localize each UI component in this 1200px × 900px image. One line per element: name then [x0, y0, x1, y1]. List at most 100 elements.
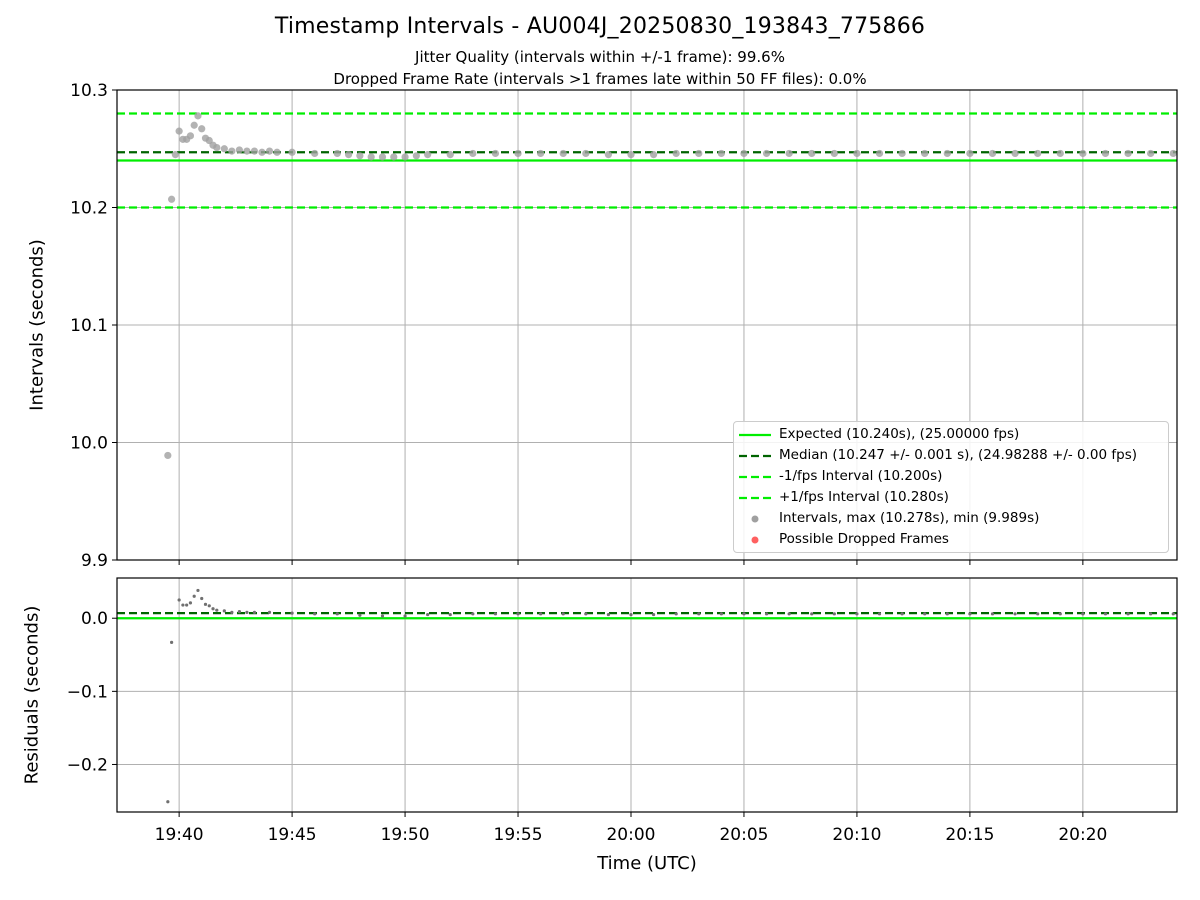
residual-point	[900, 612, 904, 616]
legend-label-median: Median (10.247 +/- 0.001 s), (24.98288 +…	[779, 447, 1138, 463]
interval-point	[446, 151, 454, 159]
x-tick-label: 20:20	[1058, 825, 1107, 845]
legend-item-minus-fps: -1/fps Interval (10.200s)	[734, 466, 1168, 487]
interval-point	[1011, 149, 1019, 158]
y-tick-label: 10.2	[70, 199, 108, 219]
y-tick-label: 10.0	[70, 434, 108, 454]
x-tick-label: 19:45	[268, 825, 317, 845]
residual-point	[245, 610, 249, 614]
residual-point	[651, 612, 656, 617]
residual-point	[252, 610, 257, 614]
residual-point	[832, 612, 836, 616]
residual-point	[185, 603, 189, 607]
bottom-reference-lines	[117, 611, 1177, 620]
interval-point	[213, 143, 221, 152]
interval-point	[898, 149, 906, 158]
interval-point	[875, 149, 884, 158]
interval-point	[604, 151, 613, 159]
residual-point	[207, 604, 211, 608]
interval-point	[559, 149, 567, 158]
legend-label-plus-fps: +1/fps Interval (10.280s)	[779, 489, 949, 505]
residual-point	[674, 612, 678, 616]
residual-point	[177, 598, 181, 602]
residual-point	[877, 612, 882, 616]
residual-point	[539, 612, 543, 616]
residual-point	[855, 612, 859, 616]
legend-red-dot-icon	[751, 536, 759, 544]
interval-point	[1034, 149, 1042, 158]
legend-solid-line-icon	[739, 433, 771, 437]
legend-label-dropped: Possible Dropped Frames	[779, 531, 949, 547]
residual-point	[1149, 612, 1153, 616]
x-tick-label: 20:00	[606, 825, 655, 845]
interval-point	[258, 148, 266, 156]
x-tick-label: 20:10	[832, 825, 881, 845]
interval-point	[367, 153, 375, 161]
legend-dashed-line-icon	[739, 475, 771, 479]
residual-point	[181, 603, 185, 607]
chart-subtitle-jitter: Jitter Quality (intervals within +/-1 fr…	[415, 48, 785, 66]
interval-point	[717, 149, 725, 158]
interval-point	[265, 147, 274, 155]
residual-point	[196, 588, 200, 593]
residual-point	[629, 612, 633, 617]
residual-point	[215, 608, 219, 612]
interval-point	[966, 149, 974, 158]
interval-point	[401, 153, 409, 161]
y-tick-label: 0.0	[81, 609, 108, 629]
interval-point	[164, 451, 172, 460]
legend-item-intervals: Intervals, max (10.278s), min (9.989s)	[734, 508, 1168, 529]
chart-title: Timestamp Intervals - AU004J_20250830_19…	[274, 14, 926, 39]
residual-point	[358, 613, 362, 617]
interval-point	[491, 149, 500, 158]
legend-dashed-line-icon	[739, 496, 771, 500]
interval-point	[514, 149, 522, 158]
residual-point	[200, 596, 204, 601]
interval-point	[198, 125, 206, 133]
residual-point	[945, 612, 949, 616]
residual-point	[719, 612, 723, 616]
interval-point	[988, 149, 997, 158]
residual-point	[561, 612, 565, 616]
residual-point	[1126, 612, 1130, 616]
residual-point	[170, 640, 174, 644]
interval-point	[194, 112, 202, 120]
residual-point	[990, 612, 995, 616]
bottom-axis-ticks: 19:40 19:45 19:50 19:55 20:00 20:05 20:10 20:15…	[67, 609, 1108, 845]
bottom-residual-points	[166, 588, 1175, 804]
interval-point	[250, 147, 259, 155]
residual-point	[448, 612, 452, 617]
interval-point	[412, 152, 420, 160]
interval-point	[1056, 149, 1064, 158]
interval-point	[943, 149, 951, 158]
legend-gray-dot-icon	[751, 515, 759, 523]
legend: Expected (10.240s), (25.00000 fps) Media…	[733, 421, 1169, 553]
residual-point	[267, 610, 272, 614]
residual-point	[742, 612, 746, 616]
legend-dashed-line-icon	[739, 454, 771, 458]
residual-point	[787, 612, 791, 616]
legend-label-minus-fps: -1/fps Interval (10.200s)	[779, 468, 943, 484]
x-tick-label: 19:40	[155, 825, 204, 845]
bottom-plot-frame	[116, 577, 1178, 813]
top-axis-ticks: 9.9 10.0 10.1 10.2 10.3	[70, 81, 1084, 571]
interval-point	[537, 149, 545, 158]
interval-point	[288, 148, 296, 156]
interval-point	[1169, 149, 1177, 158]
y-tick-label: 9.9	[81, 551, 108, 571]
interval-point	[785, 149, 793, 158]
interval-point	[273, 148, 281, 156]
residual-point	[188, 601, 193, 605]
x-tick-label: 19:50	[381, 825, 430, 845]
interval-point	[808, 149, 816, 158]
interval-point	[1147, 149, 1155, 158]
top-reference-lines	[117, 112, 1177, 209]
bottom-plot-area	[117, 578, 1177, 812]
interval-point	[333, 149, 341, 158]
residual-point	[1013, 612, 1017, 616]
residual-point	[516, 612, 520, 616]
interval-point	[762, 149, 771, 158]
interval-point	[853, 149, 861, 158]
interval-point	[740, 149, 748, 158]
